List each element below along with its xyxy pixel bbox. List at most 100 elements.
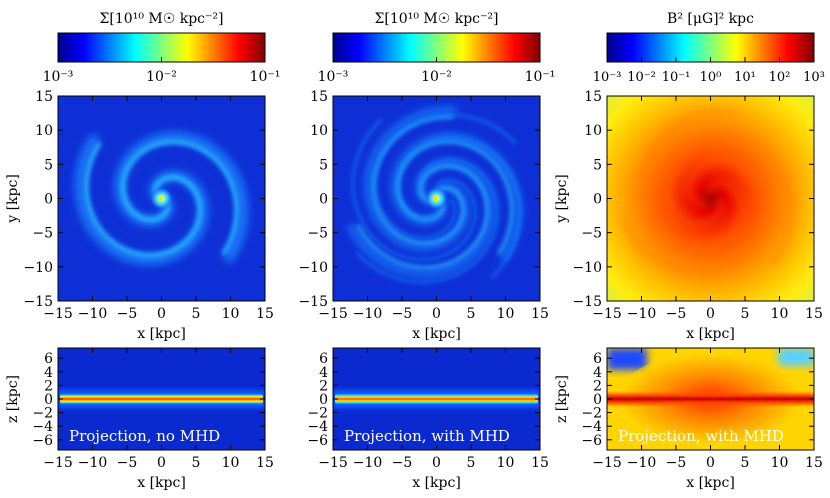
y-tick-label: 0: [44, 192, 53, 208]
colorbar-tick-label: 10⁻³: [318, 69, 349, 85]
x-tick-label: 15: [531, 455, 549, 471]
y-tick-label: −5: [307, 226, 328, 242]
disc: [335, 392, 538, 406]
colorbar-label: Σ[10¹⁰ M☉ kpc⁻²]: [100, 11, 224, 27]
y-tick-label: 5: [319, 157, 328, 173]
y-tick-label: −4: [32, 419, 53, 435]
field-disc: [607, 391, 814, 407]
x-tick-label: 15: [531, 306, 549, 322]
colorbar-tick-label: 10⁻²: [627, 70, 656, 85]
y-tick-label: 0: [593, 192, 602, 208]
colorbar-tick-label: 10⁻¹: [525, 69, 556, 85]
core-knot: [433, 195, 438, 202]
colorbar-tick-label: 10⁻²: [421, 69, 452, 85]
x-tick-label: −5: [117, 306, 138, 322]
colorbar-tick-label: 10⁻¹: [662, 70, 691, 85]
x-tick-label: 15: [256, 306, 274, 322]
y-tick-label: 5: [44, 157, 53, 173]
y-tick-label: −2: [307, 406, 328, 422]
field-swirl: [620, 108, 795, 276]
x-tick-label: −10: [353, 455, 383, 471]
y-tick-label: 15: [584, 89, 602, 105]
panel-annotation: Projection, no MHD: [69, 427, 220, 445]
y-tick-label: −15: [572, 294, 602, 310]
x-tick-label: −15: [592, 306, 622, 322]
disc: [60, 392, 263, 406]
x-tick-label: −5: [392, 306, 413, 322]
x-tick-label: 5: [741, 455, 750, 471]
y-tick-label: −6: [581, 433, 602, 449]
y-tick-label: −4: [581, 419, 602, 435]
y-tick-label: −2: [32, 406, 53, 422]
y-tick-label: −5: [32, 226, 53, 242]
x-axis-label: x [kpc]: [686, 326, 735, 342]
y-tick-label: 6: [44, 351, 53, 367]
x-tick-label: 10: [771, 306, 789, 322]
y-tick-label: −15: [23, 294, 53, 310]
panel-top-left: −15 −10 −5 0 5 10 15 15 10 5 0 −5 −10 −15 x [kpc] y [kp…: [5, 89, 274, 342]
x-tick-label: 15: [805, 306, 823, 322]
x-tick-label: 5: [467, 455, 476, 471]
y-tick-label: 10: [584, 123, 602, 139]
y-tick-label: −6: [32, 433, 53, 449]
x-tick-label: 0: [706, 306, 715, 322]
spiral-arm: [83, 139, 240, 258]
y-tick-label: 0: [44, 392, 53, 408]
x-tick-label: 15: [256, 455, 274, 471]
y-tick-label: −4: [307, 419, 328, 435]
colorbar-top-left: Σ[10¹⁰ M☉ kpc⁻²] 10⁻³ 10⁻² 10⁻¹: [43, 11, 281, 85]
y-tick-label: 0: [319, 192, 328, 208]
y-tick-label: 0: [319, 392, 328, 408]
x-tick-label: 10: [497, 306, 515, 322]
y-tick-label: 4: [319, 365, 328, 381]
x-tick-label: −5: [392, 455, 413, 471]
x-tick-label: −15: [318, 306, 348, 322]
y-tick-label: 2: [44, 378, 53, 394]
x-tick-label: 5: [467, 306, 476, 322]
y-tick-label: 10: [310, 123, 328, 139]
y-axis-label: z [kpc]: [5, 375, 21, 423]
x-tick-label: −10: [78, 306, 108, 322]
y-tick-label: 15: [35, 89, 53, 105]
x-tick-label: −5: [666, 455, 687, 471]
heatmap-image: [333, 96, 540, 301]
x-tick-label: −15: [43, 306, 73, 322]
x-tick-label: 0: [157, 455, 166, 471]
x-tick-label: 0: [432, 455, 441, 471]
x-tick-label: −15: [592, 455, 622, 471]
y-tick-label: 4: [44, 365, 53, 381]
x-tick-label: 0: [157, 306, 166, 322]
x-axis-label: x [kpc]: [412, 475, 461, 491]
y-axis-label: z [kpc]: [554, 375, 570, 423]
panel-annotation: Projection, with MHD: [618, 427, 784, 445]
x-axis-label: x [kpc]: [137, 475, 186, 491]
colorbar-tick-label: 10⁻¹: [250, 69, 281, 85]
y-tick-label: 0: [593, 392, 602, 408]
y-tick-label: 5: [593, 157, 602, 173]
panel-annotation: Projection, with MHD: [344, 427, 510, 445]
heatmap-image: [333, 348, 540, 450]
x-tick-label: −10: [353, 306, 383, 322]
y-tick-label: 6: [319, 351, 328, 367]
y-tick-label: 10: [35, 123, 53, 139]
x-tick-label: 15: [805, 455, 823, 471]
colorbar-label: B² [μG]² kpc: [667, 11, 754, 27]
x-axis-label: x [kpc]: [412, 326, 461, 342]
panel-top-right: −15 −10 −5 0 5 10 15 15 10 5 0 −5 −10 −15 x [kpc] y [kp…: [554, 89, 823, 342]
x-tick-label: 10: [771, 455, 789, 471]
x-axis-label: x [kpc]: [137, 326, 186, 342]
y-tick-label: −10: [572, 260, 602, 276]
low-field-region: [607, 348, 647, 370]
y-tick-label: −6: [307, 433, 328, 449]
y-tick-label: 2: [319, 378, 328, 394]
x-tick-label: −5: [117, 455, 138, 471]
y-axis-label: y [kpc]: [5, 174, 21, 224]
low-field-region: [778, 348, 814, 366]
x-tick-label: 5: [192, 306, 201, 322]
heatmap-image: [58, 348, 265, 450]
x-tick-label: −10: [627, 306, 657, 322]
y-tick-label: 6: [593, 351, 602, 367]
